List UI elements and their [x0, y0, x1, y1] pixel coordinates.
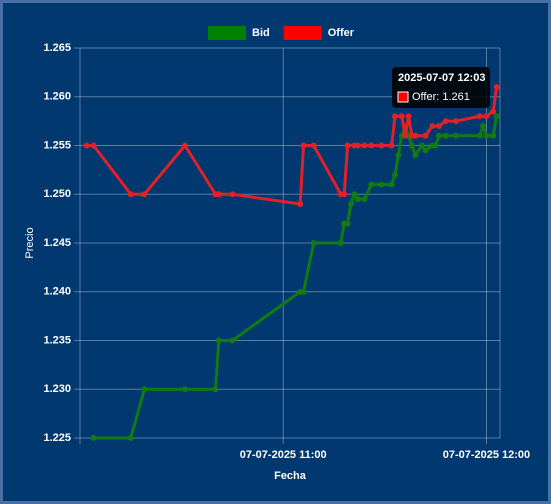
data-point: [368, 181, 375, 188]
data-point: [300, 142, 307, 149]
y-tick-label: 1.230: [43, 383, 71, 395]
data-point: [412, 152, 419, 159]
tooltip-box: [392, 67, 490, 108]
x-tick-label: 07-07-2025 12:00: [443, 449, 530, 461]
data-point: [351, 191, 358, 198]
data-point: [127, 191, 134, 198]
data-point: [354, 142, 361, 149]
data-point: [476, 113, 483, 120]
tooltip-label: Offer: 1.261: [412, 91, 470, 103]
data-point: [361, 142, 368, 149]
data-point: [344, 220, 351, 227]
data-point: [141, 386, 148, 393]
data-point: [442, 118, 449, 125]
y-tick-label: 1.235: [43, 334, 71, 346]
data-point: [297, 201, 304, 207]
data-point: [405, 113, 412, 120]
data-point: [419, 142, 426, 149]
data-point: [392, 171, 398, 178]
data-point: [347, 201, 354, 207]
tooltip: 2025-07-07 12:03 Offer: 1.261: [392, 67, 490, 108]
data-point: [452, 132, 459, 139]
x-axis-label: Fecha: [274, 470, 307, 482]
data-point: [490, 108, 497, 115]
data-point: [229, 337, 236, 344]
data-point: [493, 84, 500, 90]
data-point: [412, 132, 419, 139]
data-point: [182, 142, 188, 149]
data-point: [378, 142, 385, 149]
legend-swatch: [283, 26, 322, 40]
data-point: [436, 132, 443, 139]
data-point: [300, 288, 307, 295]
data-point: [398, 113, 405, 120]
legend-label: Bid: [252, 27, 270, 39]
data-point: [90, 142, 97, 149]
tooltip-swatch: [397, 91, 409, 103]
data-point: [392, 113, 398, 120]
data-point: [490, 132, 497, 139]
data-point: [90, 435, 97, 441]
y-tick-label: 1.225: [43, 432, 71, 444]
data-point: [182, 386, 188, 393]
data-point: [310, 142, 317, 149]
y-tick-label: 1.245: [43, 237, 71, 249]
data-point: [388, 142, 395, 149]
data-point: [83, 142, 90, 149]
y-tick-label: 1.265: [43, 42, 71, 54]
data-point: [429, 123, 436, 129]
data-point: [493, 113, 500, 120]
y-tick-label: 1.250: [43, 188, 71, 200]
data-point: [388, 181, 395, 188]
data-point: [422, 132, 429, 139]
data-point: [378, 181, 385, 188]
data-point: [422, 147, 429, 154]
data-point: [344, 142, 351, 149]
data-point: [483, 113, 490, 120]
legend-label: Offer: [328, 27, 355, 39]
data-point: [215, 337, 222, 344]
data-point: [480, 123, 487, 129]
data-point: [127, 435, 134, 441]
x-tick-label: 07-07-2025 11:00: [240, 449, 327, 461]
data-point: [402, 132, 409, 139]
data-point: [229, 191, 236, 198]
data-point: [361, 196, 368, 203]
data-point: [368, 142, 375, 149]
y-axis-label: Precio: [24, 227, 36, 258]
data-point: [483, 132, 490, 139]
data-point: [212, 386, 219, 393]
data-point: [215, 191, 222, 198]
data-point: [395, 152, 402, 159]
data-point: [408, 142, 415, 149]
data-point: [354, 196, 361, 203]
y-tick-label: 1.260: [43, 91, 71, 103]
data-point: [436, 123, 443, 129]
data-point: [341, 191, 348, 198]
legend-swatch: [208, 26, 246, 40]
data-point: [476, 132, 483, 139]
data-point: [310, 240, 317, 246]
data-point: [432, 142, 439, 149]
data-point: [337, 240, 344, 246]
y-tick-label: 1.255: [43, 139, 71, 151]
tooltip-title: 2025-07-07 12:03: [398, 72, 485, 84]
data-point: [452, 118, 459, 125]
y-tick-label: 1.240: [43, 286, 71, 298]
data-point: [141, 191, 148, 198]
data-point: [442, 132, 449, 139]
